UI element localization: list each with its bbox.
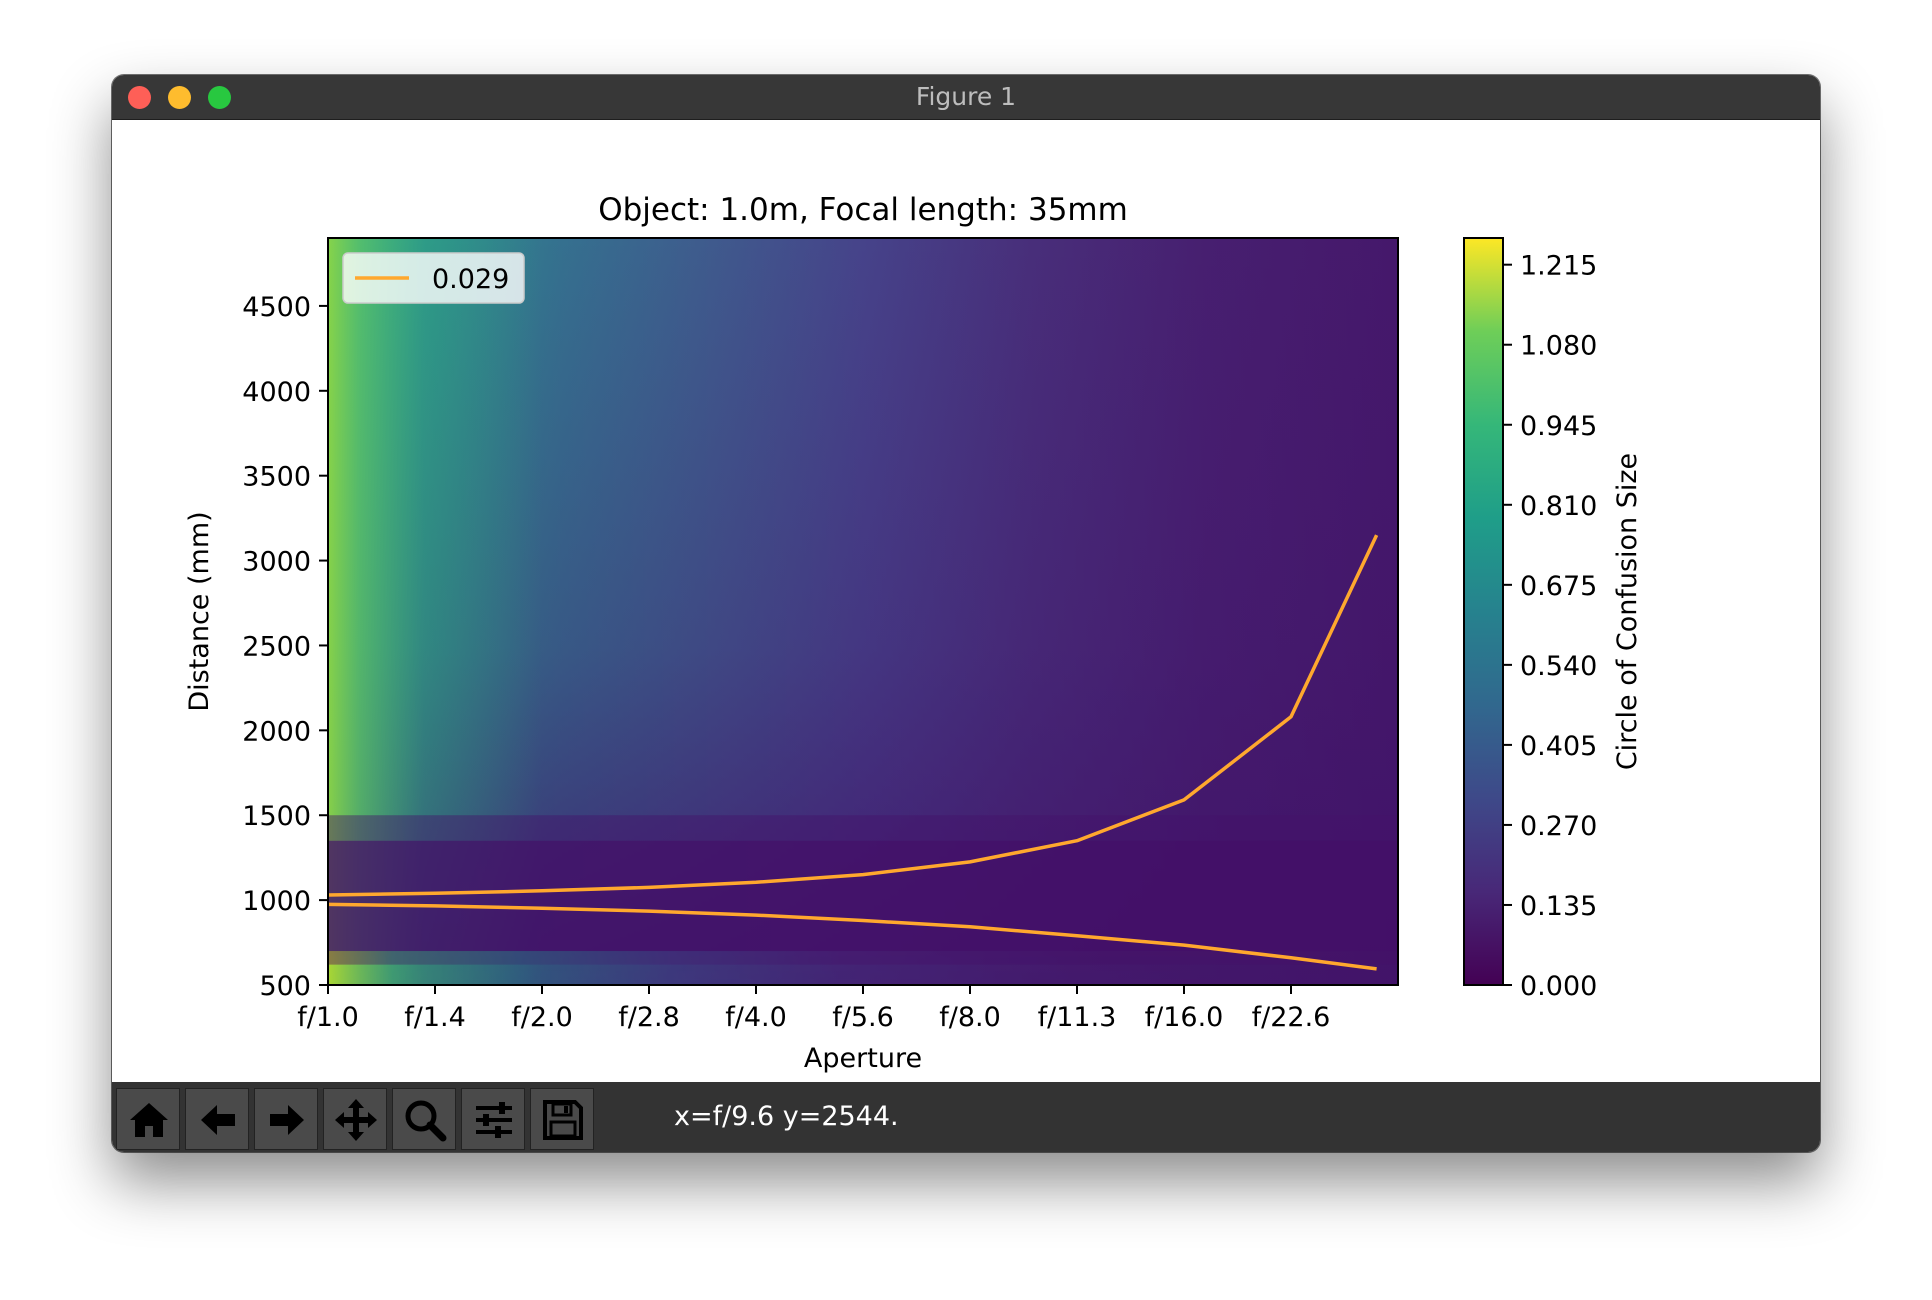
back-button[interactable] bbox=[185, 1088, 249, 1150]
y-tick-label: 3000 bbox=[242, 547, 311, 578]
figure-window: Figure 1 bbox=[112, 75, 1820, 1152]
maximize-window-button[interactable] bbox=[208, 86, 231, 109]
navigation-toolbar: x=f/9.6 y=2544. bbox=[112, 1082, 1820, 1152]
zoom-button[interactable] bbox=[392, 1088, 456, 1150]
contour-line-near-limit bbox=[328, 902, 1377, 971]
colorbar-tick-label: 1.215 bbox=[1520, 251, 1597, 282]
heatmap-chart[interactable]: f/1.0 f/1.4 f/2.0 f/2.8 f/4.0 f/5.6 f/8.0 f/11.… bbox=[112, 120, 1820, 1082]
x-axis-label: Aperture bbox=[804, 1043, 922, 1074]
move-icon bbox=[335, 1099, 377, 1141]
home-button[interactable] bbox=[116, 1088, 180, 1150]
y-tick-label: 2000 bbox=[242, 716, 311, 747]
x-tick-label: f/2.8 bbox=[618, 1002, 680, 1033]
colorbar-tick-label: 0.540 bbox=[1520, 651, 1597, 682]
heatmap-near-region bbox=[328, 951, 1398, 985]
x-tick-label: f/1.0 bbox=[297, 1002, 359, 1033]
arrow-left-icon bbox=[201, 1105, 235, 1135]
y-tick-label: 3500 bbox=[242, 462, 311, 493]
colorbar-tick-label: 0.135 bbox=[1520, 891, 1597, 922]
colorbar-tick-label: 0.675 bbox=[1520, 571, 1597, 602]
x-tick-label: f/1.4 bbox=[404, 1002, 466, 1033]
sliders-icon bbox=[476, 1102, 512, 1138]
floppy-disk-icon bbox=[543, 1100, 583, 1140]
legend-box bbox=[342, 252, 525, 304]
save-button[interactable] bbox=[530, 1088, 594, 1150]
home-icon bbox=[130, 1103, 168, 1137]
legend-label: 0.029 bbox=[432, 264, 509, 295]
window-title: Figure 1 bbox=[915, 82, 1017, 111]
cursor-coordinates: x=f/9.6 y=2544. bbox=[674, 1101, 899, 1132]
close-window-button[interactable] bbox=[128, 86, 151, 109]
x-tick-label: f/11.3 bbox=[1038, 1002, 1117, 1033]
minimize-window-button[interactable] bbox=[168, 86, 191, 109]
colorbar-tick-label: 0.945 bbox=[1520, 411, 1597, 442]
chart-title: Object: 1.0m, Focal length: 35mm bbox=[598, 192, 1128, 228]
y-tick-label: 1000 bbox=[242, 886, 311, 917]
colorbar-label: Circle of Confusion Size bbox=[1612, 453, 1643, 770]
title-bar[interactable]: Figure 1 bbox=[112, 75, 1820, 120]
pan-button[interactable] bbox=[323, 1088, 387, 1150]
y-tick-label: 4500 bbox=[242, 292, 311, 323]
x-tick-label: f/4.0 bbox=[725, 1002, 787, 1033]
y-axis-label: Distance (mm) bbox=[184, 511, 215, 711]
y-tick-label: 1500 bbox=[242, 801, 311, 832]
colorbar-gradient bbox=[1464, 238, 1503, 985]
colorbar-tick-label: 0.405 bbox=[1520, 731, 1597, 762]
colorbar-tick-label: 0.270 bbox=[1520, 811, 1597, 842]
colorbar-frame bbox=[1463, 237, 1504, 986]
arrow-right-icon bbox=[270, 1105, 304, 1135]
in-focus-band bbox=[328, 840, 1398, 965]
x-tick-label: f/16.0 bbox=[1145, 1002, 1224, 1033]
x-tick-label: f/8.0 bbox=[939, 1002, 1001, 1033]
x-tick-label: f/22.6 bbox=[1252, 1002, 1331, 1033]
y-tick-label: 500 bbox=[259, 971, 311, 1002]
x-tick-label: f/5.6 bbox=[832, 1002, 894, 1033]
forward-button[interactable] bbox=[254, 1088, 318, 1150]
contour-line-far-limit bbox=[328, 534, 1379, 897]
colorbar-tick-label: 0.810 bbox=[1520, 491, 1597, 522]
in-focus-band-edge bbox=[328, 815, 1398, 841]
colorbar-tick-label: 1.080 bbox=[1520, 331, 1597, 362]
y-tick-label: 4000 bbox=[242, 377, 311, 408]
figure-canvas[interactable]: f/1.0 f/1.4 f/2.0 f/2.8 f/4.0 f/5.6 f/8.0 f/11.… bbox=[112, 120, 1820, 1082]
magnifier-icon bbox=[405, 1100, 447, 1142]
configure-subplots-button[interactable] bbox=[461, 1088, 525, 1150]
y-tick-label: 2500 bbox=[242, 631, 311, 662]
colorbar-tick-label: 0.000 bbox=[1520, 971, 1597, 1002]
x-tick-label: f/2.0 bbox=[511, 1002, 573, 1033]
